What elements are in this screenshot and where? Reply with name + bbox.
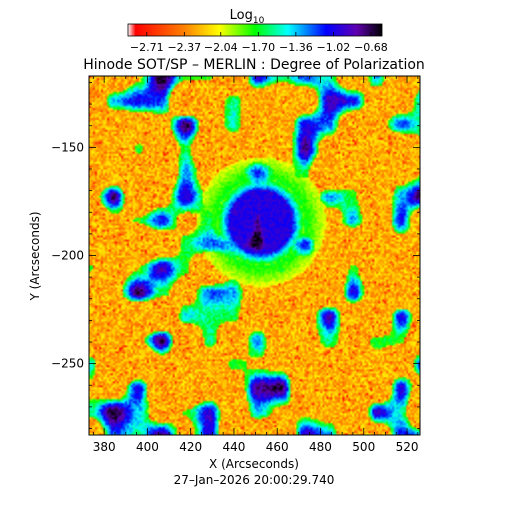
heatmap-image [89, 76, 420, 435]
x-axis-label: X (Arcseconds) [209, 457, 299, 471]
colorbar-tick-label: −2.04 [204, 41, 238, 54]
colorbar [127, 23, 383, 37]
x-tick-label: 400 [136, 440, 159, 454]
y-tick-label: −200 [51, 249, 84, 263]
x-tick-label: 520 [396, 440, 419, 454]
colorbar-tick-label: −2.71 [130, 41, 164, 54]
x-tick-label: 500 [352, 440, 375, 454]
colorbar-tick-label: −2.37 [167, 41, 201, 54]
colorbar-ticks: −2.71 −2.37 −2.04 −1.70 −1.36 −1.02 −0.68 [130, 32, 388, 54]
x-axis: 380 400 420 440 460 480 500 520 [93, 76, 419, 454]
x-tick-label: 380 [93, 440, 116, 454]
y-tick-label: −150 [51, 140, 84, 154]
y-axis: −250 −200 −150 [51, 82, 420, 429]
colorbar-tick-label: −1.02 [317, 41, 351, 54]
colorbar-tick-label: −1.70 [241, 41, 275, 54]
chart-title: Hinode SOT/SP – MERLIN : Degree of Polar… [83, 57, 425, 73]
colorbar-tick-label: −0.68 [354, 41, 388, 54]
y-axis-label: Y (Arcseconds) [28, 211, 42, 301]
x-tick-label: 480 [309, 440, 332, 454]
timestamp: 27–Jan–2026 20:00:29.740 [174, 473, 335, 487]
colorbar-title: Log10 [230, 8, 265, 26]
colorbar-tick-label: −1.36 [279, 41, 313, 54]
x-tick-label: 440 [222, 440, 245, 454]
x-tick-label: 460 [266, 440, 289, 454]
y-tick-label: −250 [51, 357, 84, 371]
x-tick-label: 420 [179, 440, 202, 454]
